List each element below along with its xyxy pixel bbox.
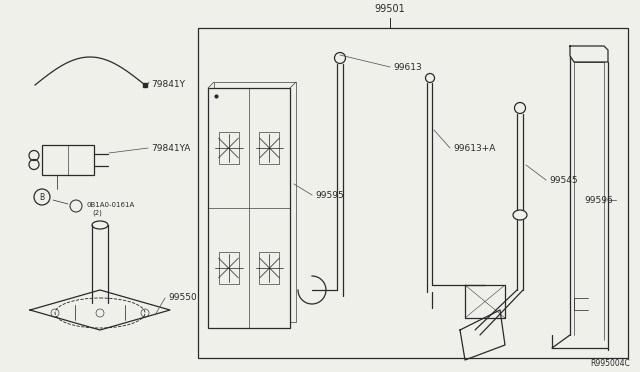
Bar (259, 252, 280, 284)
Text: 99613+A: 99613+A (453, 144, 495, 153)
Ellipse shape (513, 210, 527, 220)
Text: 99501: 99501 (374, 4, 405, 14)
Bar (214, 82, 296, 322)
Text: 79841Y: 79841Y (151, 80, 185, 89)
Text: 0B1A0-0161A: 0B1A0-0161A (86, 202, 134, 208)
Text: 99596: 99596 (584, 196, 613, 205)
Bar (218, 252, 239, 284)
Text: (2): (2) (92, 210, 102, 216)
Bar (218, 132, 239, 164)
Text: B: B (40, 192, 45, 202)
Text: 99545: 99545 (549, 176, 578, 185)
Bar (42, 145, 94, 175)
Bar (259, 132, 280, 164)
Text: 79841YA: 79841YA (151, 144, 190, 153)
Text: 99595: 99595 (315, 190, 344, 199)
Bar (198, 28, 628, 358)
Text: 99550: 99550 (168, 294, 196, 302)
Text: R995004C: R995004C (590, 359, 630, 368)
Ellipse shape (92, 221, 108, 229)
Bar (208, 88, 290, 328)
Text: 99613: 99613 (393, 62, 422, 71)
